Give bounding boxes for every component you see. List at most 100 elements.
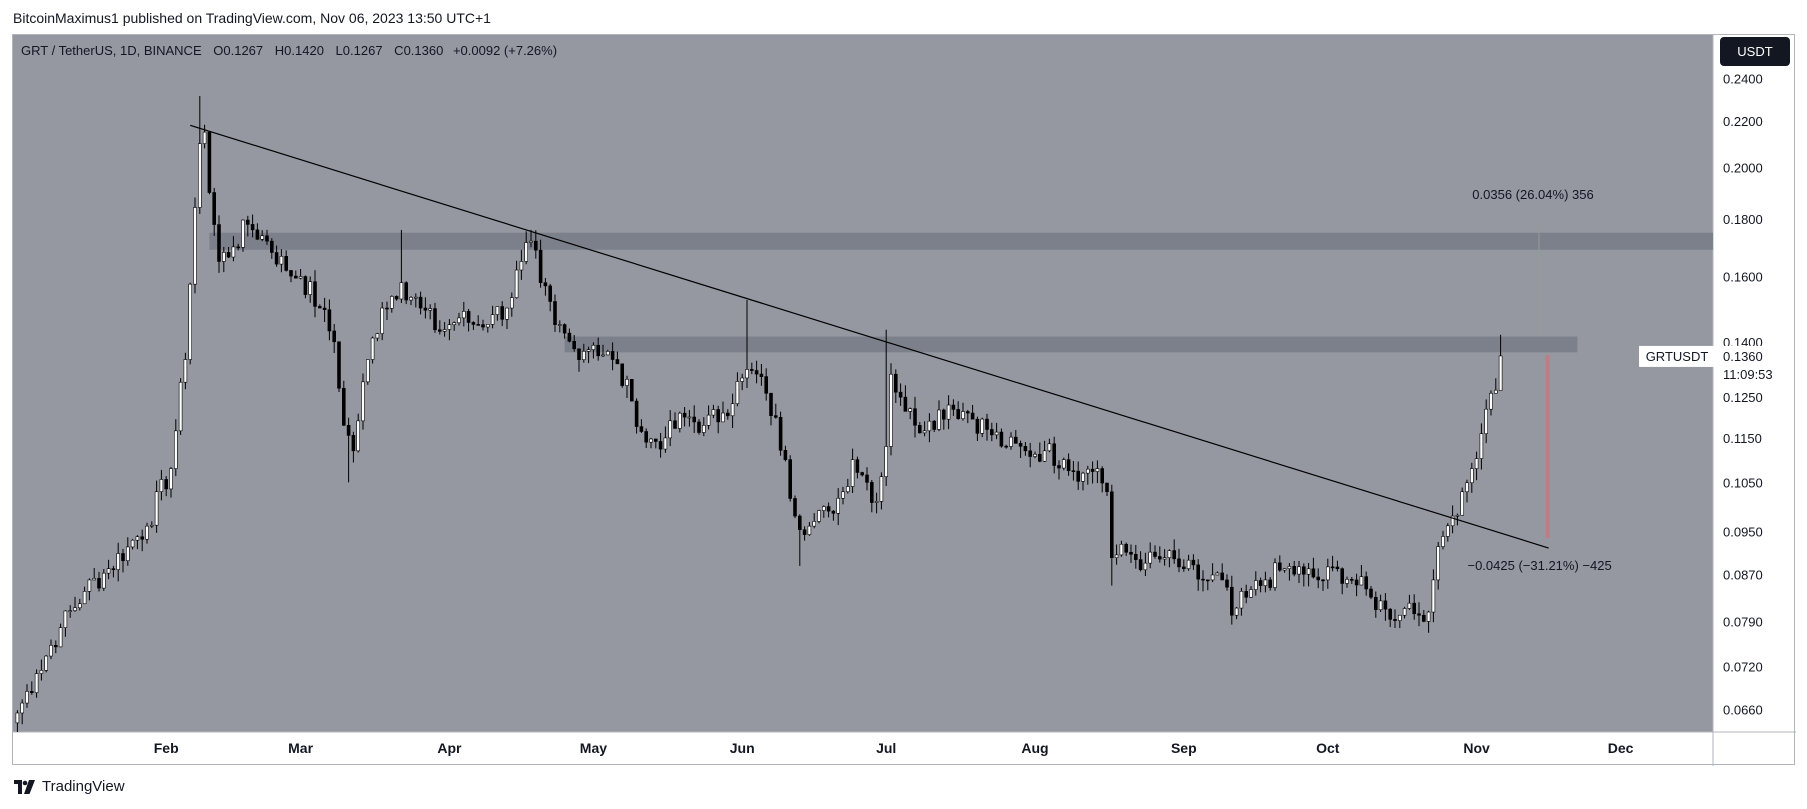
candle-body [423,307,428,311]
candle-up [82,586,87,605]
candle-down [1354,573,1359,597]
candle-up [1148,542,1152,569]
candle-down [1004,444,1008,449]
price-tick-label: 0.0950 [1723,524,1763,539]
candle-down [898,383,903,406]
candle-body [1426,611,1431,622]
date-tick-label: May [580,740,607,756]
candle-down [855,456,860,479]
candle-up [375,332,380,342]
candle-up [442,322,447,337]
candle-down [1383,593,1388,621]
candle-up [126,537,130,566]
candle-body [1484,408,1488,434]
candle-body [49,645,53,657]
candle-body [54,645,58,648]
candle-down [1124,542,1128,556]
candle-up [1402,606,1407,619]
candle-down [1071,460,1076,481]
candle-down [577,348,581,372]
candle-body [140,536,144,540]
price-chart-svg[interactable]: 0.0356 (26.04%) 356 −0.0425 (−31.21%) −42… [13,35,1796,766]
candle-body [1186,559,1191,569]
date-tick-label: Jun [730,740,755,756]
candle-body [922,430,927,434]
candle-body [490,314,495,325]
candle-down [543,277,548,296]
candle-body [769,392,773,416]
candle-down [1268,577,1272,591]
candle-body [1249,589,1253,598]
candle-up [15,710,20,732]
candle-body [1398,614,1402,621]
candle-body [97,578,101,589]
candle-body [783,450,788,460]
candle-body [601,354,605,357]
price-axis[interactable]: 0.24000.22000.20000.18000.16000.14000.12… [1723,71,1763,717]
candle-body [884,446,888,477]
candle-down [802,526,807,541]
candle-body [913,408,917,426]
candle-body [898,391,903,398]
candle-body [831,510,836,514]
candle-down [1172,539,1176,564]
candle-down [1417,602,1421,627]
candle-body [207,131,212,193]
candle-body [356,420,360,452]
candle-body [1378,600,1383,611]
candle-down [894,369,898,403]
candle-body [447,324,452,330]
candle-down [750,362,754,375]
candle-up [130,539,135,550]
resistance-zone [564,336,1578,353]
candle-down [303,275,308,299]
date-tick-label: Dec [1608,740,1634,756]
candle-down [1369,585,1373,600]
currency-button[interactable]: USDT [1720,37,1790,66]
candle-down [332,324,336,354]
candle-up [730,393,735,428]
candle-body [1076,470,1080,482]
candle-body [1038,453,1042,462]
candle-body [865,474,869,483]
candle-body [1071,470,1076,472]
candle-down [759,363,764,386]
plot-area[interactable] [13,35,1713,732]
candle-down [534,230,538,259]
candle-body [1354,579,1359,586]
chart-panel[interactable]: 0.0356 (26.04%) 356 −0.0425 (−31.21%) −42… [12,34,1796,766]
candle-up [183,352,188,390]
candle-body [471,322,476,325]
price-tick-label: 0.1800 [1723,212,1763,227]
candle-body [538,249,543,283]
candle-body [855,459,860,473]
tradingview-logo[interactable]: TradingView [14,778,125,795]
candle-down [418,291,423,315]
candle-up [1297,560,1301,584]
candle-body [586,349,591,352]
candle-down [942,408,946,430]
legend-symbol: GRT / TetherUS, 1D, BINANCE [21,43,202,58]
time-axis[interactable]: Feb Mar Apr May Jun Jul Aug Sep Oct Nov Dec [154,740,1634,756]
price-tick-label: 0.1050 [1723,475,1763,490]
candle-down [1302,563,1306,587]
candle-body [433,308,437,331]
candle-body [1446,525,1450,537]
candle-up [711,404,716,419]
candle-down [236,243,240,251]
candle-down [476,315,480,326]
candle-down [1023,441,1028,456]
candle-up [495,306,500,321]
candle-down [553,294,557,332]
candle-up [807,522,812,536]
candle-up [1465,479,1469,503]
candle-down [644,428,648,448]
candle-body [793,498,797,517]
candle-body [130,539,135,548]
candle-body [1018,443,1023,447]
candle-down [327,299,332,341]
candle-down [932,420,936,433]
candle-body [1436,546,1440,581]
candle-down [831,510,836,521]
candle-down [798,514,802,566]
